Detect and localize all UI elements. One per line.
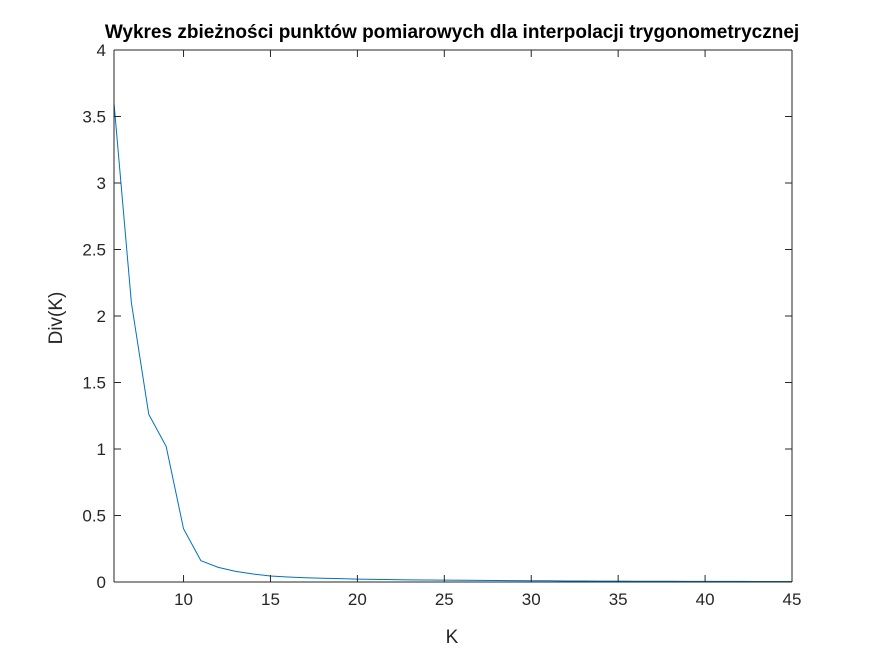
y-tick-label: 2.5: [82, 241, 106, 260]
plot-area: [114, 50, 792, 582]
x-tick-label: 45: [783, 590, 802, 609]
x-tick-label: 30: [522, 590, 541, 609]
chart-title: Wykres zbieżności punktów pomiarowych dl…: [105, 22, 799, 43]
x-tick-label: 40: [696, 590, 715, 609]
x-tick-label: 35: [609, 590, 628, 609]
y-tick-label: 3: [97, 174, 106, 193]
y-tick-label: 4: [97, 41, 106, 60]
y-tick-label: 1: [97, 440, 106, 459]
y-tick-label: 0: [97, 573, 106, 592]
chart-axes: 10 15 20 25 30 35 40 45 0 0.5 1 1.5 2 2.5 3 3.5 4: [82, 41, 801, 609]
x-tick-label: 15: [261, 590, 280, 609]
y-tick-label: 1.5: [82, 374, 106, 393]
x-tick-label: 25: [435, 590, 454, 609]
chart-marks: [113, 103, 792, 582]
y-tick-label: 3.5: [82, 108, 106, 127]
x-tick-label: 20: [348, 590, 367, 609]
x-axis-label: K: [446, 627, 459, 648]
y-tick-label: 0.5: [82, 507, 106, 526]
y-tick-label: 2: [97, 307, 106, 326]
x-tick-label: 10: [174, 590, 193, 609]
y-axis-label: Div(K): [46, 292, 67, 345]
series-line-0: [113, 103, 792, 582]
